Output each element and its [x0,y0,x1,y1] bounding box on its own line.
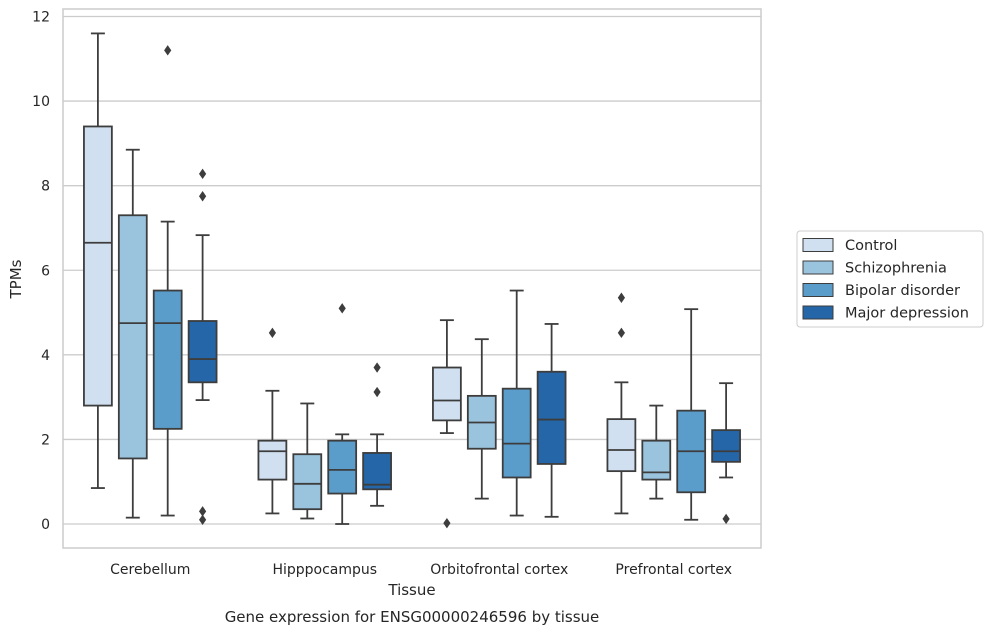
box-1-3 [362,362,392,507]
box-iqr [187,320,218,384]
y-tick-label: 8 [41,179,50,195]
box-0-0 [83,32,113,489]
outlier-point [199,506,207,517]
box-1-1 [292,402,323,520]
y-tick-label: 12 [32,10,50,26]
box-iqr [327,439,358,495]
outlier-point [199,514,207,525]
box-2-3 [536,323,567,518]
outlier-point [617,327,625,339]
box-iqr [432,366,462,422]
legend-label: Major depression [845,306,969,322]
outlier-point [373,386,381,398]
legend-frame [796,230,984,328]
outlier-point [443,517,451,529]
legend-swatch [802,260,834,275]
box-3-0 [606,292,637,515]
y-tick-label: 2 [41,432,50,448]
box-iqr [257,439,288,481]
box-1-0 [257,327,288,515]
outlier-point [338,303,346,314]
x-tick-labels: Cerebellum Hipppocampus Orbitofrontal cort… [110,562,732,578]
legend-swatch [802,238,834,252]
y-tick-label: 10 [32,94,50,110]
plot-frame [62,8,762,549]
box-iqr [292,453,323,511]
y-tick-label: 4 [41,348,50,364]
outlier-point [617,292,625,303]
outlier-point [199,191,207,202]
box-3-2 [676,308,707,521]
x-tick-label: Cerebellum [110,562,190,578]
legend-swatch [802,305,834,320]
y-axis-label: TPMs [7,259,25,299]
box-iqr [641,439,672,481]
box-2-2 [501,289,532,517]
box-iqr [152,289,183,430]
y-tick-labels: 0 2 4 6 8 10 12 [32,10,50,534]
box-3-1 [641,404,672,500]
outlier-point [268,327,276,339]
box-iqr [117,214,148,460]
box-iqr [711,429,741,463]
box-iqr [83,125,113,407]
box-2-1 [466,338,497,500]
outlier-point [164,45,172,56]
outlier-point [199,168,207,180]
legend-label: Schizophrenia [845,261,947,277]
boxes [83,32,741,529]
box-3-3 [711,382,741,525]
box-1-2 [327,303,358,525]
box-iqr [362,452,392,491]
legend: Control Schizophrenia Bipolar disorder Majo… [796,230,984,328]
box-iqr [606,418,637,473]
x-tick-label: Prefrontal cortex [615,562,732,578]
x-axis-label: Tissue [387,581,435,599]
chart-caption: Gene expression for ENSG00000246596 by t… [225,608,600,626]
x-tick-label: Hipppocampus [272,562,377,578]
box-iqr [536,370,567,465]
legend-label: Control [845,238,897,254]
y-tick-label: 0 [41,517,50,533]
box-0-3 [187,168,218,525]
y-tick-label: 6 [41,263,50,279]
box-2-0 [432,319,462,529]
x-tick-label: Orbitofrontal cortex [430,562,568,578]
legend-swatch [802,283,834,297]
box-iqr [501,387,532,479]
outlier-point [373,362,381,373]
box-0-1 [117,148,148,519]
legend-label: Bipolar disorder [845,283,960,299]
outlier-point [722,513,730,525]
box-0-2 [152,45,183,517]
